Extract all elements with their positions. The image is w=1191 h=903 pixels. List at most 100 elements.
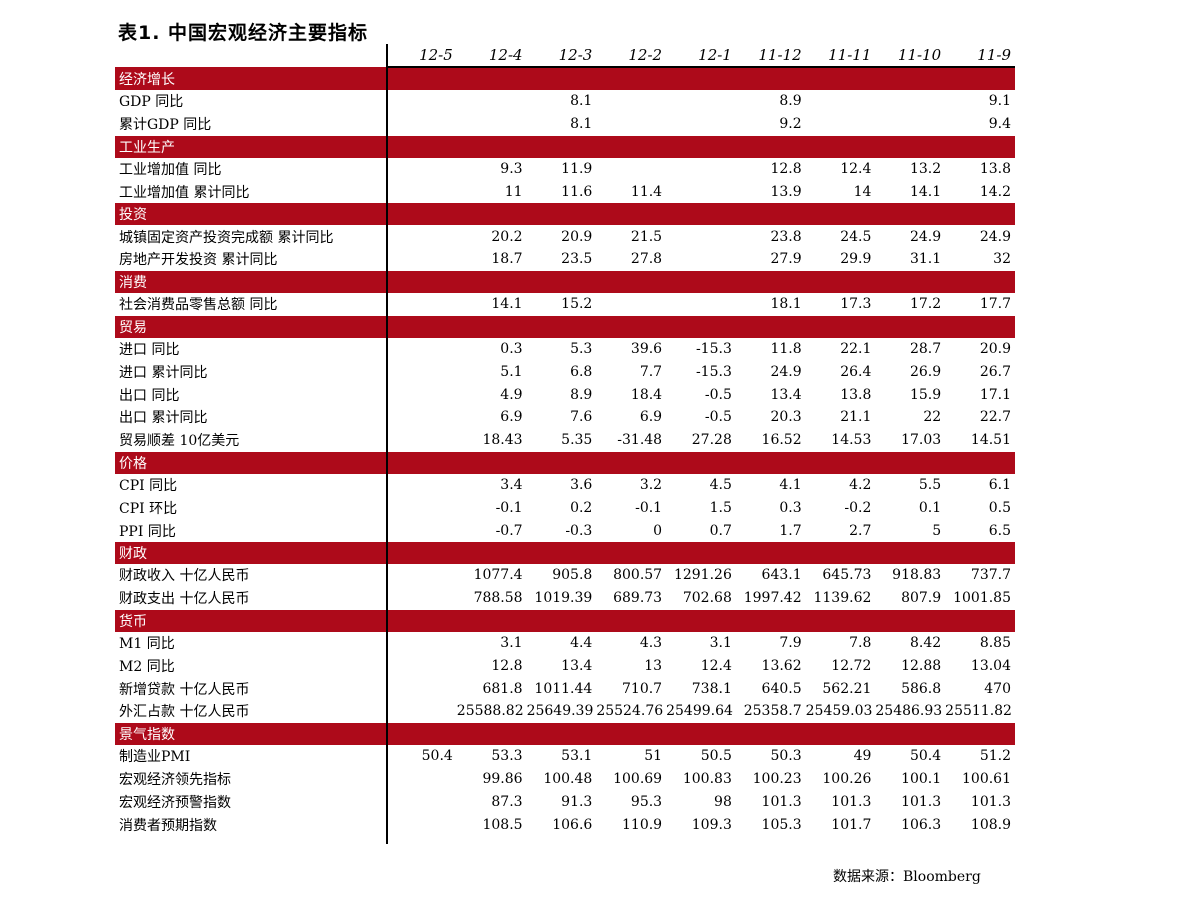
value-cell: 106.3 bbox=[901, 816, 942, 833]
row-label: 出口 同比 bbox=[119, 387, 180, 404]
row-label: CPI 环比 bbox=[119, 500, 178, 517]
value-cell: 24.9 bbox=[909, 228, 942, 245]
value-cell bbox=[387, 429, 457, 452]
section-header-fill bbox=[387, 451, 1015, 474]
value-cell: 53.1 bbox=[561, 748, 593, 765]
value-cell bbox=[387, 519, 457, 542]
value-cell: 25459.03 bbox=[805, 703, 873, 720]
value-cell: 5.3 bbox=[570, 340, 593, 357]
value-cell bbox=[387, 654, 457, 677]
section-header-row: 财政 bbox=[115, 541, 1015, 564]
value-cell bbox=[387, 293, 457, 316]
section-header-fill bbox=[387, 135, 1015, 158]
value-cell: 53.3 bbox=[491, 748, 523, 765]
value-cell: 1011.44 bbox=[534, 680, 593, 697]
value-cell: 87.3 bbox=[491, 793, 523, 810]
value-cell: 710.7 bbox=[622, 680, 663, 697]
value-cell: 0.3 bbox=[500, 340, 523, 357]
value-cell bbox=[387, 406, 457, 429]
table-header: 12-5 12-4 12-3 12-2 12-1 11-12 11-11 11-10 11-9 bbox=[115, 44, 1015, 68]
value-cell: 17.3 bbox=[840, 296, 872, 313]
indicator-table-container: 12-5 12-4 12-3 12-2 12-1 11-12 11-11 11-10 11-9 … bbox=[115, 44, 1015, 836]
value-cell: 12.8 bbox=[770, 160, 802, 177]
value-cell: 4.1 bbox=[779, 476, 802, 493]
value-cell: 25524.76 bbox=[596, 703, 664, 720]
table-row: 宏观经济领先指标 99.86 100.48 100.69 100.83 100.23 100… bbox=[115, 768, 1015, 791]
value-cell: 562.21 bbox=[822, 680, 872, 697]
row-label: 出口 累计同比 bbox=[119, 410, 208, 427]
value-cell bbox=[387, 225, 457, 248]
section-title: 贸易 bbox=[115, 315, 388, 338]
row-label: 进口 累计同比 bbox=[119, 364, 208, 381]
value-cell bbox=[387, 248, 457, 271]
value-cell: 643.1 bbox=[761, 567, 802, 584]
column-header: 12-1 bbox=[666, 44, 736, 68]
value-cell: 12.72 bbox=[831, 657, 872, 674]
value-cell: 8.42 bbox=[909, 634, 942, 651]
value-cell bbox=[457, 90, 527, 113]
value-cell: 100.48 bbox=[543, 770, 593, 787]
column-header: 12-5 bbox=[387, 44, 457, 68]
value-cell: 105.3 bbox=[761, 816, 802, 833]
value-cell: 91.3 bbox=[561, 793, 593, 810]
value-cell bbox=[387, 158, 457, 181]
value-cell: 800.57 bbox=[613, 567, 663, 584]
table-row: 出口 同比 4.9 8.9 18.4 -0.5 13.4 13.8 15.9 17.1 bbox=[115, 383, 1015, 406]
value-cell: 9.2 bbox=[779, 116, 802, 133]
table-row: 社会消费品零售总额 同比 14.1 15.2 18.1 17.3 17.2 17.7 bbox=[115, 293, 1015, 316]
value-cell: 29.9 bbox=[840, 251, 872, 268]
row-label: 新增贷款 十亿人民币 bbox=[119, 681, 250, 698]
value-cell bbox=[596, 158, 666, 181]
value-cell: 50.3 bbox=[770, 748, 802, 765]
section-header-row: 贸易 bbox=[115, 315, 1015, 338]
value-cell: 14.2 bbox=[979, 183, 1011, 200]
table-row: 房地产开发投资 累计同比 18.7 23.5 27.8 27.9 29.9 31.1 32 bbox=[115, 248, 1015, 271]
value-cell bbox=[387, 813, 457, 836]
row-label: 财政支出 十亿人民币 bbox=[119, 591, 250, 608]
value-cell bbox=[387, 564, 457, 587]
value-cell: 586.8 bbox=[901, 680, 942, 697]
value-cell: 5.5 bbox=[918, 476, 942, 493]
section-header-fill bbox=[387, 315, 1015, 338]
value-cell: 14.53 bbox=[831, 432, 872, 449]
value-cell: 39.6 bbox=[630, 340, 663, 357]
value-cell: 6.1 bbox=[988, 476, 1011, 493]
table-row: 进口 同比 0.3 5.3 39.6 -15.3 11.8 22.1 28.7 20.9 bbox=[115, 338, 1015, 361]
value-cell: 15.9 bbox=[909, 386, 942, 403]
value-cell: 9.1 bbox=[988, 93, 1011, 110]
value-cell: 20.2 bbox=[491, 228, 523, 245]
table-row: CPI 同比 3.4 3.6 3.2 4.5 4.1 4.2 5.5 6.1 bbox=[115, 474, 1015, 497]
value-cell: 11.8 bbox=[770, 340, 802, 357]
value-cell: 918.83 bbox=[892, 567, 942, 584]
value-cell: 8.9 bbox=[779, 93, 802, 110]
section-title: 消费 bbox=[115, 270, 388, 293]
row-label: 进口 同比 bbox=[119, 341, 180, 358]
value-cell: 49 bbox=[853, 748, 872, 765]
table-row: GDP 同比 8.1 8.9 9.1 bbox=[115, 90, 1015, 113]
section-title: 财政 bbox=[115, 541, 388, 564]
value-cell: 6.5 bbox=[988, 522, 1011, 539]
row-label: 消费者预期指数 bbox=[119, 817, 217, 834]
value-cell: 689.73 bbox=[613, 590, 663, 607]
row-label: 社会消费品零售总额 同比 bbox=[119, 297, 278, 314]
row-label: 工业增加值 累计同比 bbox=[119, 184, 250, 201]
value-cell: 5.1 bbox=[500, 363, 523, 380]
value-cell: 7.9 bbox=[779, 634, 802, 651]
value-cell bbox=[387, 90, 457, 113]
value-cell: 13.62 bbox=[761, 657, 802, 674]
value-cell: 24.5 bbox=[840, 228, 872, 245]
table-title: 表1. 中国宏观经济主要指标 bbox=[118, 22, 369, 44]
section-header-fill bbox=[387, 203, 1015, 226]
value-cell: 25649.39 bbox=[526, 703, 594, 720]
value-cell: 1997.42 bbox=[743, 590, 802, 607]
value-cell: 0.7 bbox=[709, 522, 732, 539]
row-label: M2 同比 bbox=[119, 658, 175, 675]
value-cell: -0.1 bbox=[635, 499, 663, 516]
value-cell bbox=[387, 768, 457, 791]
value-cell: 6.9 bbox=[500, 409, 523, 426]
value-cell: 108.5 bbox=[482, 816, 523, 833]
table-row: 制造业PMI 50.4 53.3 53.1 51 50.5 50.3 49 50.4 51.2 bbox=[115, 745, 1015, 768]
section-header-fill bbox=[387, 722, 1015, 745]
value-cell: 32 bbox=[993, 251, 1011, 268]
row-label: 城镇固定资产投资完成额 累计同比 bbox=[119, 229, 334, 246]
